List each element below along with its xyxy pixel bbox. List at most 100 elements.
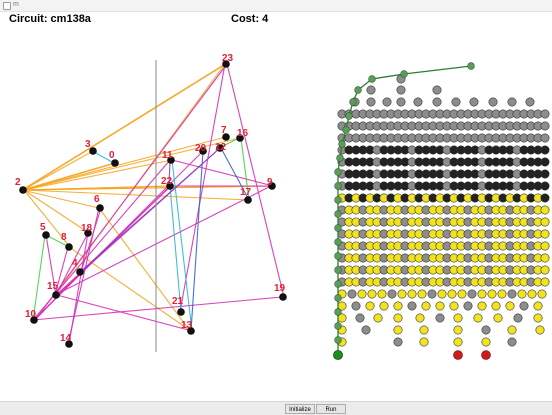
path-node	[334, 322, 342, 330]
leaf-node	[481, 350, 491, 360]
tree-node	[540, 217, 550, 227]
net-edge	[171, 159, 193, 332]
path-node	[334, 168, 342, 176]
net-edge	[56, 294, 193, 332]
tree-node	[540, 205, 550, 215]
net-edge	[33, 150, 204, 321]
tree-node	[451, 97, 461, 107]
net-edge	[32, 234, 46, 321]
tree-node	[435, 301, 445, 311]
tree-node	[419, 325, 429, 335]
tree-node	[507, 325, 517, 335]
path-node	[345, 112, 353, 120]
tree-node	[432, 85, 442, 95]
net-edge	[22, 136, 227, 191]
node-label: 14	[60, 333, 72, 344]
tree-node	[540, 121, 550, 131]
tree-node	[453, 313, 463, 323]
net-edge	[22, 63, 227, 191]
node-label: 12	[215, 142, 227, 153]
node-label: 17	[240, 187, 252, 198]
window-title: m	[13, 1, 19, 8]
tree-node	[491, 301, 501, 311]
tree-node	[382, 97, 392, 107]
tree-node	[393, 337, 403, 347]
tree-node	[396, 85, 406, 95]
tree-node	[393, 313, 403, 323]
tree-node	[447, 289, 457, 299]
path-node	[334, 308, 342, 316]
node-label: 22	[161, 176, 173, 187]
path-node	[334, 252, 342, 260]
net-edge	[45, 234, 70, 248]
node-label: 5	[40, 222, 46, 233]
netlist-node: 2	[15, 177, 27, 194]
path-node	[336, 154, 344, 162]
tree-node	[393, 325, 403, 335]
tree-node	[540, 265, 550, 275]
tree-node	[419, 337, 429, 347]
tree-node	[463, 301, 473, 311]
tree-node	[449, 301, 459, 311]
run-button[interactable]: Run	[316, 404, 346, 414]
tree-node	[540, 109, 550, 119]
tree-node	[467, 289, 477, 299]
node-label: 13	[181, 320, 193, 331]
initialize-button[interactable]: Initialize	[285, 404, 315, 414]
path-node	[334, 196, 342, 204]
tree-node	[497, 289, 507, 299]
tree-node	[366, 85, 376, 95]
tree-node	[432, 97, 442, 107]
net-edge	[22, 150, 94, 191]
node-label: 0	[109, 150, 115, 161]
net-edge	[32, 296, 283, 321]
node-label: 18	[81, 223, 93, 234]
window-titlebar: m	[0, 0, 552, 12]
net-edge	[68, 232, 89, 345]
tree-node	[527, 289, 537, 299]
path-node	[334, 280, 342, 288]
tree-node	[507, 289, 517, 299]
tree-node	[540, 133, 550, 143]
netlist-node: 9	[267, 177, 276, 190]
netlist-node: 10	[25, 309, 38, 324]
path-node	[334, 266, 342, 274]
node-label: 15	[47, 281, 59, 292]
path-node	[354, 86, 362, 94]
tree-node	[357, 289, 367, 299]
root-node	[333, 350, 343, 360]
tree-node	[421, 301, 431, 311]
netlist-node: 13	[181, 320, 195, 335]
net-edge	[226, 63, 285, 298]
tree-node	[493, 313, 503, 323]
net-edge	[68, 246, 192, 332]
tree-node	[415, 313, 425, 323]
tree-node	[540, 145, 550, 155]
tree-node	[507, 97, 517, 107]
net-edge	[168, 159, 171, 187]
tree-node	[373, 313, 383, 323]
net-edge	[34, 63, 228, 321]
tree-node	[453, 325, 463, 335]
tree-node	[477, 301, 487, 311]
tree-node	[473, 313, 483, 323]
tree-node	[387, 289, 397, 299]
net-edge	[21, 189, 100, 209]
path-node	[467, 62, 475, 70]
netlist-node: 14	[60, 333, 73, 348]
netlist-node: 12	[215, 142, 227, 153]
netlist-node: 5	[40, 222, 50, 239]
net-edge	[190, 150, 204, 332]
net-edge	[45, 234, 57, 296]
net-edge	[23, 189, 71, 248]
tree-node	[351, 301, 361, 311]
path-node	[334, 224, 342, 232]
app-icon	[3, 2, 11, 10]
node-label: 16	[237, 128, 249, 139]
tree-node	[540, 193, 550, 203]
netlist-node: 4	[72, 258, 84, 276]
path-node	[334, 294, 342, 302]
path-node	[334, 182, 342, 190]
